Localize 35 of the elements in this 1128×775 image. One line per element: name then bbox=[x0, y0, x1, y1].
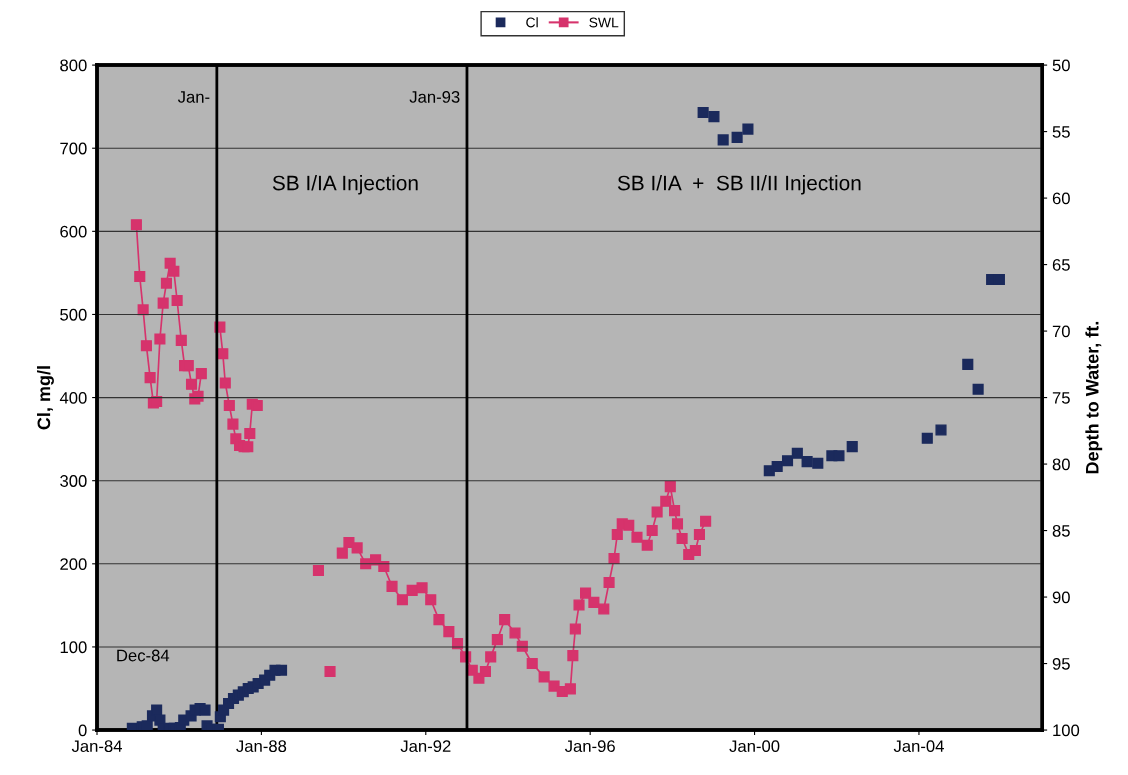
y-tick-label: 100 bbox=[60, 641, 87, 654]
y-tick-label: 800 bbox=[60, 59, 87, 72]
y-tick-label: 700 bbox=[60, 142, 87, 155]
y-axis-title: Cl, mg/l bbox=[37, 366, 54, 430]
y-tick-label: 500 bbox=[60, 308, 87, 321]
y2-tick-label: 90 bbox=[1052, 591, 1070, 604]
x-tick-label: Jan-00 bbox=[729, 740, 780, 753]
legend-label: SWL bbox=[589, 17, 619, 28]
y2-tick-label: 70 bbox=[1052, 325, 1070, 338]
y-tick-label: 600 bbox=[60, 225, 87, 238]
x-tick-label: Jan-84 bbox=[71, 740, 122, 753]
ref-line-label: Jan- bbox=[177, 91, 210, 103]
legend-label: Cl bbox=[526, 17, 538, 28]
y2-tick-label: 60 bbox=[1052, 192, 1070, 205]
y-tick-label: 400 bbox=[59, 391, 87, 404]
annotation: Dec-84 bbox=[117, 649, 170, 662]
x-tick-label: Jan-92 bbox=[400, 740, 451, 753]
annotation: SB I/IA Injection bbox=[272, 175, 418, 195]
x-tick-label: Jan-96 bbox=[564, 740, 615, 753]
ref-line-label: Jan-93 bbox=[409, 91, 460, 103]
y2-tick-label: 65 bbox=[1052, 258, 1070, 271]
y-tick-label: 200 bbox=[60, 558, 87, 571]
y2-tick-label: 80 bbox=[1052, 458, 1070, 471]
y-tick-label: 300 bbox=[60, 475, 87, 487]
y-tick-label: 0 bbox=[78, 724, 87, 737]
y2-tick-label: 95 bbox=[1052, 657, 1070, 670]
y2-tick-label: 55 bbox=[1052, 126, 1070, 138]
y2-tick-label: 50 bbox=[1052, 59, 1070, 72]
x-tick-label: Jan-88 bbox=[236, 740, 287, 753]
y2-tick-label: 85 bbox=[1052, 524, 1070, 537]
y2-tick-label: 100 bbox=[1053, 724, 1080, 737]
y2-tick-label: 75 bbox=[1052, 392, 1070, 404]
x-tick-label: Jan-04 bbox=[893, 740, 944, 753]
y2-axis-title: Depth to Water, ft. bbox=[1085, 321, 1103, 474]
annotation: SB I/IA + SB II/II Injection bbox=[617, 175, 861, 195]
